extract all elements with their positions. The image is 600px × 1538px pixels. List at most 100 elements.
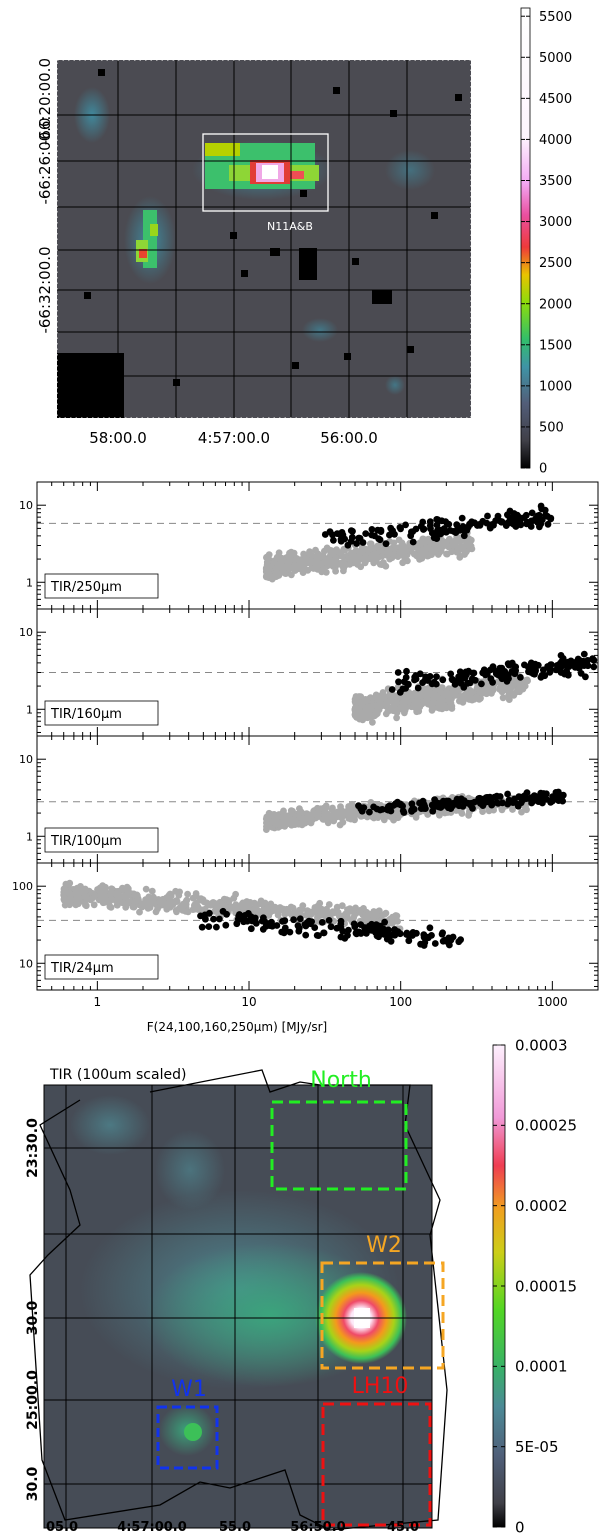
scatter-point-black [366,808,373,816]
ratio-label: TIR/24μm [50,961,114,976]
scatter-point-black [563,662,571,670]
scatter-point-black [433,531,440,538]
scatter-point-gray [133,897,141,905]
scatter-point-gray [99,896,106,903]
scatter-point-gray [508,681,516,689]
scatter-point-gray [300,550,307,558]
scatter-point-gray [313,812,321,819]
scatter-point-black [537,520,545,528]
scatter-point-black [210,915,217,923]
scatter-point-gray [454,547,462,554]
scatter-point-gray [396,705,404,713]
scatter-point-gray [416,703,424,711]
scatter-point-black [262,923,270,930]
scatter-point-gray [265,566,272,574]
scatter-point-gray [181,900,189,908]
scatter-point-gray [66,890,74,897]
scatter-point-gray [438,540,446,547]
p3-xtick-label-3: 56:50.0 [290,1520,345,1535]
scatter-point-black [504,660,512,668]
scatter-point-black [528,509,536,517]
ratio-label: TIR/160μm [50,707,122,722]
scatter-point-gray [273,553,281,561]
scatter-point-gray [328,806,336,813]
scatter-point-black [478,680,485,688]
scatter-point-gray [124,899,132,907]
scatter-point-black [240,918,248,926]
scatter-point-gray [410,550,418,558]
scatter-point-gray [288,571,295,579]
scatter-point-black [353,540,360,547]
scatter-point-black [349,527,356,535]
scatter-point-gray [94,886,102,894]
scatter-point-black [318,919,326,926]
scatter-point-gray [136,908,143,916]
region-lh10-box [321,1402,432,1527]
scatter-point-black [517,674,524,681]
scatter-point-gray [263,826,270,833]
scatter-point-gray [265,551,273,558]
y-tick-label: 10 [19,753,33,766]
colorbar-tick-label: 1500 [539,338,572,353]
scatter-point-gray [355,705,363,713]
scatter-point-gray [501,683,508,691]
p3-ytick-label-2: 25:00.0 [25,1370,41,1430]
scatter-point-gray [515,686,522,693]
scatter-point-gray [373,694,381,702]
scatter-point-black [330,536,337,544]
scatter-point-black [584,657,592,664]
scatter-point-gray [344,906,351,914]
ratio-label: TIR/100μm [50,834,122,849]
scatter-point-gray [321,547,328,555]
scatter-point-gray [434,704,442,711]
scatter-point-black [422,673,429,681]
scatter-point-black [451,681,459,688]
scatter-point-black [357,805,365,813]
scatter-point-gray [91,891,99,899]
scatter-point-black [575,665,583,672]
scatter-point-gray [398,539,406,547]
scatter-point-gray [311,559,319,567]
p3-ytick-label-3: 30.0 [25,1466,41,1501]
ratio-label-box [44,954,159,980]
scatter-point-gray [125,889,133,896]
scatter-point-gray [425,685,433,693]
scatter-point-black [305,917,313,925]
scatter-point-gray [522,676,530,684]
scatter-point-black [590,656,597,664]
scatter-point-black [420,525,428,533]
scatter-point-gray [402,704,410,712]
scatter-point-black [432,680,440,688]
scatter-point-gray [238,902,246,910]
x-tick-label: 10 [241,995,256,1009]
scatter-point-gray [301,819,309,827]
scatter-point-black [302,922,310,930]
scatter-point-black [382,540,390,548]
scatter-point-black [381,918,388,926]
scatter-point-black [397,525,404,533]
panel2-points [37,502,598,949]
scatter-point-gray [374,542,382,550]
scatter-point-black [290,916,297,924]
scatter-point-black [527,523,535,530]
colorbar-tick-label: 0 [539,462,547,477]
scatter-point-gray [382,562,390,570]
colorbar-tick-label: 5500 [539,10,572,25]
scatter-point-black [471,676,479,684]
scatter-point-gray [394,918,401,925]
scatter-point-black [494,800,502,807]
scatter-point-black [460,683,468,691]
scatter-point-black [512,663,520,671]
scatter-point-black [447,670,455,678]
scatter-point-gray [263,561,271,568]
x-tick-label: 1 [94,995,102,1009]
scatter-point-black [201,911,209,919]
scatter-point-gray [179,907,187,914]
scatter-point-gray [353,556,361,563]
scatter-point-black [345,926,352,934]
scatter-point-black [296,915,304,923]
scatter-point-black [534,514,541,522]
p1-ytick-label-2: -66:32:00.0 [36,246,54,333]
region-lh10-label: LH10 [352,1374,409,1399]
scatter-point-gray [276,907,284,914]
